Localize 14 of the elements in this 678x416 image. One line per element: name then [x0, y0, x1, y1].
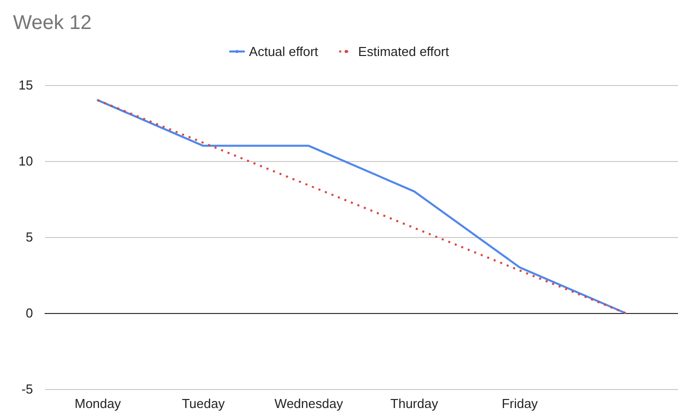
- x-tick-label: Monday: [74, 396, 122, 411]
- x-tick-label: Thurday: [390, 396, 439, 411]
- x-tick-label: Friday: [502, 396, 538, 411]
- x-tick-label: Wednesday: [274, 396, 344, 411]
- y-tick-label: 10: [18, 154, 33, 168]
- y-tick-label: 5: [26, 230, 33, 244]
- y-tick-label: -5: [21, 382, 33, 396]
- legend-label: Estimated effort: [358, 44, 450, 59]
- y-tick-label: 0: [26, 306, 33, 320]
- x-tick-label: Tueday: [182, 396, 226, 411]
- line-series: [96, 99, 626, 314]
- y-tick-label: 15: [18, 78, 33, 92]
- chart-title: Week 12: [13, 12, 92, 34]
- legend-label: Actual effort: [249, 44, 319, 59]
